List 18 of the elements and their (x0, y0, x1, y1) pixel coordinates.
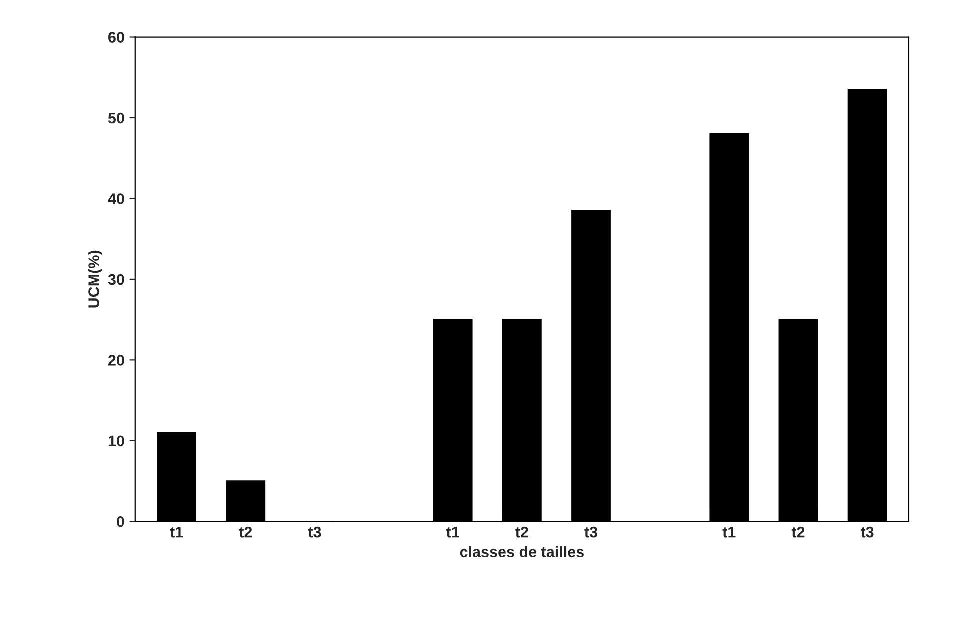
x-tick-label: t2 (239, 526, 252, 538)
y-tick-label: 10 (108, 436, 124, 447)
x-tick-label: t1 (446, 527, 460, 538)
x-tick-label: t2 (792, 526, 805, 538)
y-tick-label: 30 (108, 274, 124, 286)
x-tick-label: t1 (722, 527, 736, 538)
y-tick-label: 20 (108, 355, 124, 366)
y-tick-label: 40 (108, 194, 124, 204)
y-tick-label: 50 (108, 112, 124, 124)
x-tick-label: t2 (516, 526, 528, 538)
x-tick-label: t3 (584, 526, 598, 538)
x-tick-label: t3 (860, 526, 874, 538)
y-axis-title: UCM(%) (88, 250, 102, 308)
y-tick-label: 0 (117, 516, 124, 528)
x-tick-label: t3 (308, 526, 322, 538)
x-axis-title: classes de tailles (460, 546, 584, 558)
x-tick-label: t1 (170, 527, 184, 538)
y-tick-label: 60 (108, 32, 124, 43)
